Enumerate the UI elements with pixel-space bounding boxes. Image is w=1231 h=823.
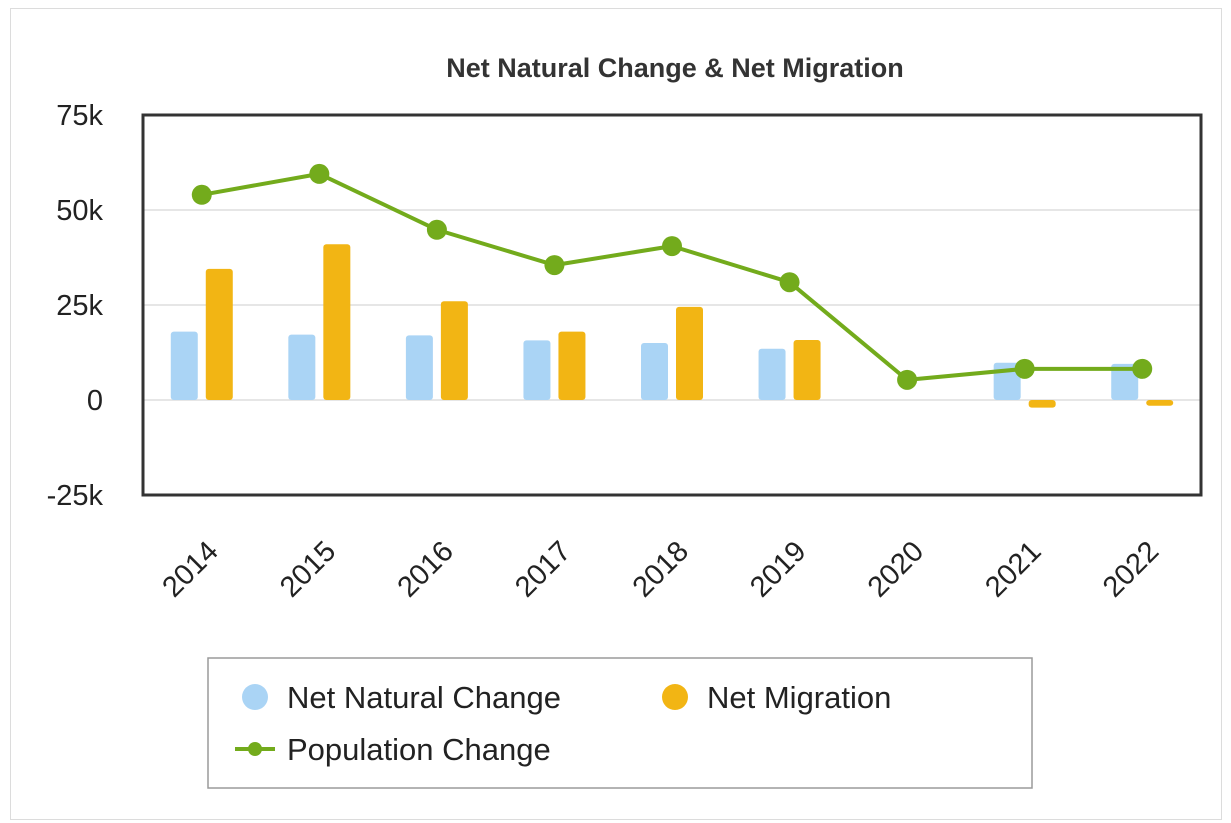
x-tick-label: 2022	[1097, 535, 1165, 603]
grid-lines	[143, 209, 1201, 401]
legend-label: Net Natural Change	[287, 680, 561, 715]
legend-item-net-natural-change[interactable]: Net Natural Change	[242, 680, 561, 715]
bar-net-migration	[676, 306, 703, 400]
legend: Net Natural Change Net Migration Populatio…	[207, 657, 1033, 789]
x-tick-label: 2021	[979, 535, 1047, 603]
line-point	[1132, 358, 1153, 379]
bar-net-natural-change	[523, 340, 551, 400]
line-point	[426, 219, 447, 240]
bar-net-natural-change	[288, 334, 316, 400]
x-axis-ticks: 2014 2015 2016 2017 2018 2019 2020 2021 2022	[156, 535, 1165, 603]
y-tick-label: 0	[87, 385, 103, 417]
bar-net-migration	[1146, 400, 1174, 406]
line-series	[191, 163, 1153, 390]
plot-frame	[141, 113, 1203, 497]
bar-net-natural-change	[170, 331, 198, 400]
x-tick-label: 2019	[744, 535, 812, 603]
legend-marker	[248, 742, 262, 756]
x-tick-label: 2017	[509, 535, 577, 603]
bar-net-natural-change	[641, 343, 668, 400]
line-point	[897, 369, 918, 390]
bar-net-natural-change	[758, 348, 786, 400]
legend-marker	[242, 684, 268, 710]
line-point	[544, 255, 565, 276]
line-point	[662, 236, 682, 257]
x-tick-label: 2014	[156, 535, 224, 603]
chart-title: Net Natural Change & Net Migration	[446, 53, 904, 83]
line-point	[191, 184, 212, 205]
legend-box	[207, 657, 1033, 789]
legend-label: Population Change	[287, 732, 551, 767]
line-point	[779, 272, 800, 293]
legend-item-net-migration[interactable]: Net Migration	[662, 680, 891, 715]
x-tick-label: 2018	[627, 535, 695, 603]
y-axis-ticks: 75k 50k 25k 0 -25k	[47, 100, 104, 512]
bar-net-migration	[440, 301, 468, 400]
bar-net-migration	[793, 339, 821, 400]
legend-marker	[662, 684, 688, 710]
x-tick-label: 2016	[392, 535, 460, 603]
legend-label: Net Migration	[707, 680, 891, 715]
bar-net-migration	[558, 331, 586, 400]
line-point	[1014, 358, 1035, 379]
bars	[170, 244, 1174, 408]
y-tick-label: 25k	[56, 290, 103, 322]
bar-net-natural-change	[1111, 363, 1139, 400]
y-tick-label: 75k	[56, 100, 103, 132]
bar-net-migration	[205, 268, 233, 400]
line-point	[309, 163, 330, 184]
bar-net-natural-change	[405, 335, 433, 400]
bar-net-migration	[1028, 400, 1056, 408]
legend-item-population-change[interactable]: Population Change	[235, 732, 551, 767]
y-tick-label: -25k	[47, 480, 104, 512]
x-tick-label: 2015	[274, 535, 342, 603]
y-tick-label: 50k	[56, 195, 103, 227]
x-tick-label: 2020	[862, 535, 930, 603]
bar-net-migration	[323, 244, 351, 400]
